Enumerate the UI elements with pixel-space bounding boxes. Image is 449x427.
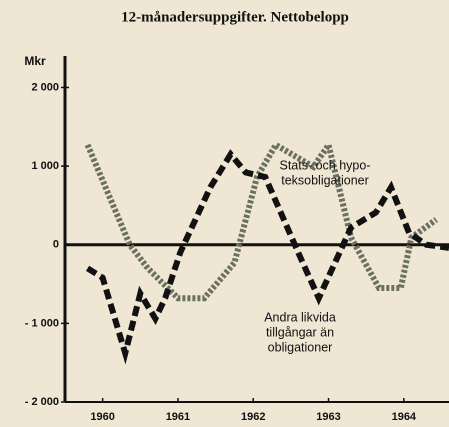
y-tick-label: 2 000 — [31, 81, 59, 93]
x-tick-label: 1961 — [166, 411, 190, 423]
y-tick-label: - 1 000 — [25, 317, 59, 329]
y-axis-label: Mkr — [24, 54, 46, 68]
x-tick-label: 1962 — [241, 411, 265, 423]
y-tick-label: 1 000 — [31, 160, 59, 172]
chart-title: 12-månadersuppgifter. Nettobelopp — [121, 9, 349, 25]
x-tick-label: 1960 — [90, 411, 114, 423]
series-label: teksobligationer — [281, 173, 369, 187]
x-tick-label: 1963 — [316, 411, 340, 423]
series-label: tillgångar än — [266, 325, 334, 339]
series-line — [85, 149, 449, 365]
series-label: Andra likvida — [264, 310, 336, 324]
series-label: Stats- och hypo- — [279, 158, 370, 172]
series-line — [84, 137, 438, 302]
y-tick-label: - 2 000 — [25, 396, 59, 408]
series-label: obligationer — [268, 340, 333, 354]
x-tick-label: 1964 — [392, 411, 417, 423]
y-tick-label: 0 — [53, 239, 59, 251]
